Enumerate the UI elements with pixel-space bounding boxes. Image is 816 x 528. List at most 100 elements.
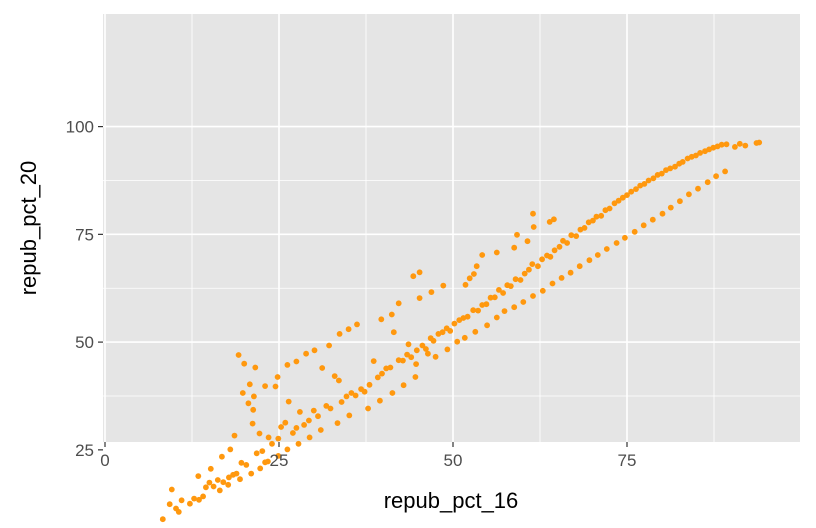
- data-point: [593, 213, 600, 220]
- data-point: [713, 173, 719, 180]
- data-point: [594, 252, 601, 258]
- data-point: [501, 308, 508, 314]
- data-point: [226, 474, 232, 481]
- data-point: [667, 165, 674, 172]
- data-point: [354, 321, 360, 328]
- data-point: [284, 446, 291, 453]
- data-point: [496, 287, 502, 293]
- data-point: [641, 181, 648, 187]
- data-point: [187, 500, 193, 507]
- data-point: [451, 320, 458, 327]
- data-point: [400, 357, 406, 364]
- data-point: [241, 360, 248, 367]
- data-point: [526, 266, 532, 273]
- data-point: [723, 141, 730, 148]
- data-point: [348, 390, 355, 396]
- data-point: [628, 188, 635, 195]
- data-point: [658, 170, 665, 177]
- data-point: [311, 347, 318, 354]
- data-point: [200, 493, 207, 500]
- data-point: [470, 307, 477, 314]
- data-point: [615, 197, 622, 204]
- data-point: [410, 273, 417, 280]
- data-point: [645, 177, 652, 184]
- data-point: [306, 417, 312, 424]
- data-point: [327, 405, 334, 412]
- data-point: [573, 233, 580, 240]
- data-point: [590, 217, 596, 224]
- data-point: [306, 434, 313, 441]
- data-point: [546, 219, 553, 225]
- data-point: [483, 301, 490, 308]
- data-point: [343, 393, 350, 400]
- data-point: [493, 249, 500, 256]
- data-point: [564, 240, 570, 246]
- y-tick-label: 100: [66, 118, 94, 137]
- data-point: [581, 225, 588, 231]
- data-point: [568, 232, 575, 239]
- data-point: [206, 479, 213, 486]
- data-point: [282, 419, 289, 426]
- data-point: [619, 194, 626, 201]
- data-point: [697, 150, 703, 156]
- data-point: [511, 244, 518, 251]
- data-point: [430, 337, 437, 344]
- data-point: [346, 412, 353, 419]
- data-point: [390, 329, 397, 336]
- data-point: [166, 501, 173, 508]
- data-point: [395, 357, 402, 364]
- data-point: [464, 313, 471, 320]
- data-point: [195, 473, 202, 479]
- data-point: [695, 185, 701, 192]
- data-point: [237, 476, 243, 483]
- data-point: [227, 446, 234, 453]
- data-point: [196, 496, 202, 503]
- data-point: [297, 409, 303, 415]
- data-point: [432, 353, 439, 360]
- data-point: [576, 263, 583, 270]
- data-points: [159, 139, 763, 523]
- y-tick-label: 25: [75, 441, 94, 460]
- data-point: [736, 140, 743, 147]
- data-point: [265, 458, 271, 465]
- data-point: [640, 222, 647, 229]
- x-tick-label: 0: [100, 451, 109, 470]
- y-axis-title: repub_pct_20: [16, 161, 41, 296]
- data-point: [269, 440, 275, 447]
- data-point: [444, 346, 451, 353]
- data-point: [586, 257, 593, 264]
- data-point: [667, 204, 674, 211]
- data-point: [252, 364, 259, 371]
- data-point: [539, 256, 545, 263]
- data-point: [535, 263, 541, 270]
- data-point: [493, 314, 500, 321]
- data-point: [530, 224, 537, 230]
- data-point: [319, 365, 326, 371]
- data-point: [686, 191, 692, 198]
- data-point: [290, 430, 296, 436]
- data-point: [428, 289, 435, 295]
- data-point: [159, 516, 166, 523]
- data-point: [693, 152, 699, 159]
- data-point: [704, 179, 711, 186]
- data-point: [471, 271, 477, 277]
- data-point: [246, 381, 253, 388]
- y-tick-label: 50: [75, 333, 94, 352]
- plot-panel: [103, 14, 800, 442]
- data-point: [207, 465, 214, 472]
- data-point: [613, 240, 620, 246]
- data-point: [315, 413, 321, 420]
- data-point: [334, 420, 341, 426]
- data-point: [423, 346, 429, 352]
- data-point: [303, 350, 309, 357]
- data-point: [400, 382, 407, 389]
- data-point: [558, 275, 565, 281]
- data-point: [336, 377, 342, 384]
- x-tick-label: 50: [444, 451, 463, 470]
- data-point: [425, 350, 431, 357]
- data-point: [475, 307, 481, 314]
- data-point: [285, 398, 292, 405]
- data-point: [413, 361, 419, 367]
- data-point: [622, 234, 628, 241]
- data-point: [677, 198, 683, 205]
